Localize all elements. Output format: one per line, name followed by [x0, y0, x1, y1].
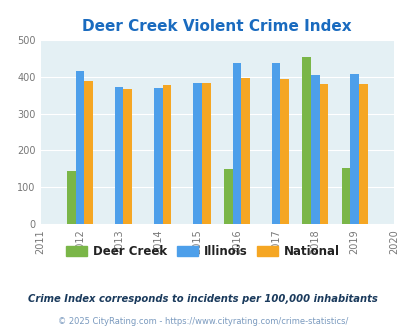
Bar	[350, 74, 358, 224]
Bar	[341, 168, 350, 224]
Bar	[67, 171, 75, 224]
Bar	[84, 82, 93, 224]
Bar	[115, 87, 123, 224]
Bar	[193, 83, 201, 224]
Bar	[223, 169, 232, 224]
Bar	[153, 88, 162, 224]
Bar	[310, 75, 319, 224]
Bar	[271, 62, 280, 224]
Bar	[123, 89, 132, 224]
Bar	[280, 79, 288, 224]
Bar	[358, 84, 367, 224]
Bar	[302, 57, 310, 224]
Bar	[75, 71, 84, 224]
Bar	[201, 83, 210, 224]
Title: Deer Creek Violent Crime Index: Deer Creek Violent Crime Index	[82, 19, 351, 34]
Bar	[232, 62, 241, 224]
Bar	[319, 84, 328, 224]
Bar	[162, 85, 171, 224]
Text: Crime Index corresponds to incidents per 100,000 inhabitants: Crime Index corresponds to incidents per…	[28, 294, 377, 304]
Bar	[241, 78, 249, 224]
Legend: Deer Creek, Illinois, National: Deer Creek, Illinois, National	[61, 241, 344, 263]
Text: © 2025 CityRating.com - https://www.cityrating.com/crime-statistics/: © 2025 CityRating.com - https://www.city…	[58, 317, 347, 326]
